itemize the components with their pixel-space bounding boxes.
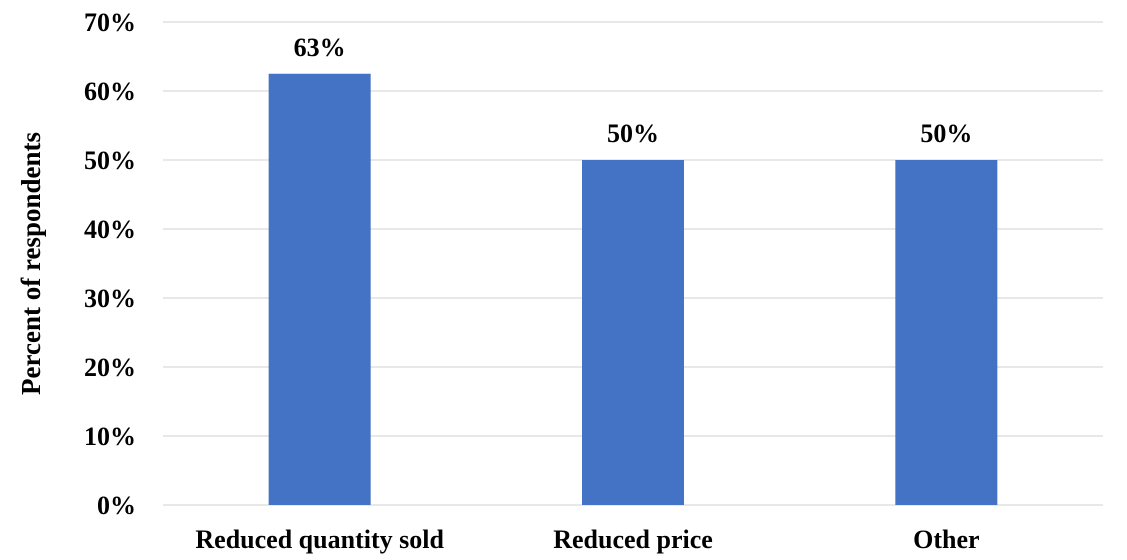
data-label: 50% bbox=[607, 119, 659, 148]
data-label: 50% bbox=[920, 119, 972, 148]
y-tick-label: 50% bbox=[84, 146, 136, 175]
y-tick-label: 30% bbox=[84, 284, 136, 313]
bars bbox=[268, 73, 998, 505]
bar bbox=[582, 160, 684, 505]
y-tick-label: 60% bbox=[84, 77, 136, 106]
y-tick-label: 70% bbox=[84, 8, 136, 37]
y-tick-label: 40% bbox=[84, 215, 136, 244]
x-tick-label: Reduced quantity sold bbox=[195, 525, 444, 554]
data-label: 63% bbox=[294, 33, 346, 62]
x-tick-label: Reduced price bbox=[553, 525, 713, 554]
y-tick-label: 0% bbox=[97, 491, 136, 520]
data-labels: 63% 50% 50% bbox=[294, 33, 973, 148]
y-tick-label: 20% bbox=[84, 353, 136, 382]
x-axis-tick-labels: Reduced quantity sold Reduced price Other bbox=[195, 525, 979, 554]
x-tick-label: Other bbox=[913, 525, 979, 554]
y-axis-tick-labels: 0% 10% 20% 30% 40% 50% 60% 70% bbox=[84, 8, 136, 520]
y-axis-title: Percent of respondents bbox=[16, 132, 46, 395]
y-tick-label: 10% bbox=[84, 422, 136, 451]
bar bbox=[268, 73, 371, 505]
bar bbox=[895, 160, 998, 505]
